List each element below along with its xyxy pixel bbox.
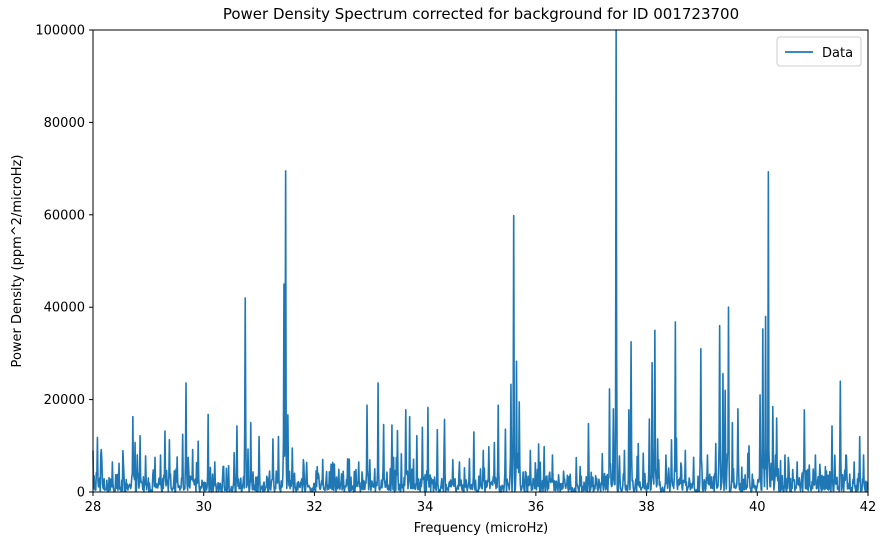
plot-frame bbox=[92, 29, 869, 493]
y-tick-label: 80000 bbox=[44, 116, 85, 131]
x-tick-label: 38 bbox=[638, 500, 655, 515]
x-tick-label: 40 bbox=[749, 500, 766, 515]
x-axis-label: Frequency (microHz) bbox=[414, 521, 548, 536]
legend-label-data: Data bbox=[822, 46, 853, 61]
x-axis-ticks: 28 30 32 34 36 38 40 42 bbox=[85, 492, 877, 515]
y-tick-label: 60000 bbox=[44, 208, 85, 223]
legend-box bbox=[776, 36, 862, 67]
y-axis-label: Power Density (ppm^2/microHz) bbox=[10, 155, 25, 368]
x-tick-label: 32 bbox=[306, 500, 323, 515]
y-tick-label: 40000 bbox=[44, 301, 85, 316]
y-tick-label: 100000 bbox=[35, 24, 85, 39]
y-axis-ticks: 0 20000 40000 60000 80000 100000 bbox=[35, 24, 93, 501]
chart-title: Power Density Spectrum corrected for bac… bbox=[223, 5, 739, 23]
x-tick-label: 42 bbox=[860, 500, 877, 515]
plot-area bbox=[92, 29, 869, 493]
x-tick-label: 36 bbox=[528, 500, 545, 515]
x-tick-label: 28 bbox=[85, 500, 102, 515]
series-line-data bbox=[92, 29, 869, 493]
y-tick-label: 20000 bbox=[44, 393, 85, 408]
plot-background bbox=[93, 30, 868, 492]
legend: Data bbox=[776, 36, 862, 67]
x-tick-label: 34 bbox=[417, 500, 434, 515]
y-tick-label: 0 bbox=[77, 486, 85, 501]
x-tick-label: 30 bbox=[195, 500, 212, 515]
